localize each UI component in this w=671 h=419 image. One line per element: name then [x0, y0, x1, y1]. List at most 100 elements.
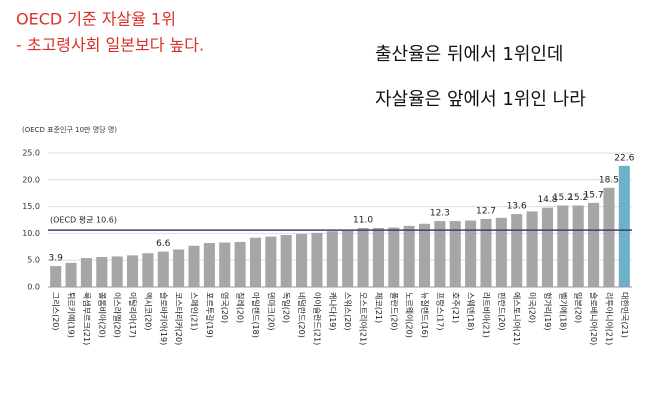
x-tick-label: 튀르키예(19)	[67, 292, 77, 338]
x-tick-label: 노르웨이(20)	[405, 292, 415, 338]
bar	[126, 255, 139, 287]
bar	[618, 165, 630, 287]
bar	[403, 225, 415, 287]
bar	[203, 243, 215, 287]
y-tick-label: 25.0	[22, 149, 40, 158]
x-tick-label: 슬로바키아(19)	[159, 292, 169, 345]
x-tick-label: 폴란드(20)	[389, 292, 399, 331]
x-tick-label: 헝가리(19)	[543, 292, 552, 331]
x-tick-label: 그리스(20)	[51, 292, 60, 331]
value-label: 15.7	[584, 190, 604, 200]
x-tick-label: 호주(21)	[451, 292, 460, 323]
x-tick-label: 칠레(20)	[236, 292, 245, 323]
value-label: 11.0	[353, 216, 373, 226]
bar	[388, 227, 400, 287]
x-tick-label: 슬로베니아(20)	[589, 292, 599, 345]
chart-subtitle: - 초고령사회 일본보다 높다.	[16, 36, 204, 55]
value-label: 12.3	[430, 209, 450, 219]
bar	[418, 223, 431, 287]
value-label: 18.5	[599, 175, 619, 185]
bar	[296, 233, 308, 287]
x-tick-label: 오스트리아(21)	[359, 292, 369, 345]
y-tick-label: 15.0	[22, 202, 40, 211]
x-tick-label: 프랑스(17)	[435, 292, 445, 331]
bar	[557, 205, 569, 287]
bar	[326, 231, 338, 287]
bar	[65, 262, 77, 287]
x-tick-label: 캐나다(19)	[328, 292, 337, 331]
y-tick-label: 5.0	[27, 256, 40, 265]
bar	[357, 228, 369, 287]
x-tick-label: 스위스(20)	[343, 292, 352, 331]
x-tick-label: 독일(20)	[282, 292, 291, 323]
x-tick-label: 룩셈부르크(21)	[82, 292, 91, 345]
x-tick-label: 콜롬비아(20)	[97, 292, 107, 338]
x-tick-label: 체코(21)	[374, 292, 384, 323]
bar	[588, 202, 600, 287]
bar	[572, 205, 584, 287]
x-tick-label: 스웨덴(18)	[466, 292, 476, 331]
x-tick-label: 이스라엘(20)	[113, 292, 123, 338]
bar	[311, 232, 323, 287]
y-tick-label: 0.0	[27, 283, 40, 292]
bar	[541, 207, 554, 287]
bar	[372, 228, 384, 287]
x-tick-label: 핀란드(20)	[497, 292, 507, 331]
x-tick-label: 스페인(21)	[190, 292, 200, 331]
x-tick-label: 뉴질랜드(16)	[420, 292, 430, 338]
bar	[526, 211, 538, 287]
bar	[234, 241, 246, 287]
x-tick-label: 멕시코(20)	[143, 292, 153, 331]
x-tick-label: 네덜란드(20)	[297, 292, 307, 338]
value-label: 15.2	[568, 193, 588, 203]
x-tick-label: 코스타리카(20)	[174, 292, 183, 345]
y-axis-label: (OECD 표준인구 10만 명당 명)	[22, 125, 117, 134]
bar	[50, 266, 62, 287]
bar	[157, 251, 169, 287]
x-tick-label: 포르투갈(19)	[205, 292, 214, 338]
value-label: 12.7	[476, 206, 496, 216]
value-label: 6.6	[156, 239, 171, 249]
bar	[188, 245, 200, 287]
bar	[80, 258, 92, 287]
bar	[495, 217, 507, 287]
bar	[603, 187, 615, 287]
x-tick-label: 리투아니아(21)	[604, 292, 614, 345]
value-label: 15.2	[553, 193, 573, 203]
x-tick-label: 아일랜드(18)	[251, 292, 261, 338]
x-tick-label: 덴마크(20)	[266, 292, 275, 331]
y-tick-label: 10.0	[22, 229, 40, 238]
x-tick-label: 이탈리아(17)	[128, 292, 138, 338]
annotation: 자살율은 앞에서 1위인 나라	[375, 89, 586, 110]
x-tick-label: 벨기에(18)	[558, 292, 568, 331]
bar	[219, 242, 231, 287]
bar	[449, 221, 461, 287]
x-tick-label: 에스토니아(21)	[512, 292, 522, 345]
x-tick-label: 대한민국(21)	[620, 292, 630, 338]
annotation: 출산율은 뒤에서 1위인데	[375, 44, 564, 65]
bar	[96, 256, 108, 287]
bar	[142, 253, 154, 287]
bar	[249, 237, 262, 287]
value-label: 13.6	[507, 202, 527, 212]
average-label: (OECD 평균 10.6)	[50, 215, 117, 225]
x-tick-label: 일본(20)	[574, 292, 583, 323]
x-tick-label: 영국(20)	[220, 292, 230, 323]
value-label: 14.8	[537, 195, 557, 205]
value-label: 3.9	[49, 254, 64, 264]
bar	[465, 220, 477, 287]
chart-title: OECD 기준 자살율 1위	[16, 10, 176, 29]
x-tick-label: 아이슬란드(21)	[312, 292, 322, 345]
value-label: 22.6	[614, 153, 634, 163]
bar	[342, 230, 354, 287]
x-tick-label: 라트비아(21)	[482, 292, 492, 338]
bar	[265, 236, 277, 287]
bar	[434, 221, 446, 287]
bar	[511, 214, 523, 287]
bar	[280, 235, 292, 287]
bar	[480, 218, 492, 287]
y-tick-label: 20.0	[22, 175, 40, 184]
bar	[111, 256, 123, 287]
x-tick-label: 미국(20)	[528, 292, 537, 323]
